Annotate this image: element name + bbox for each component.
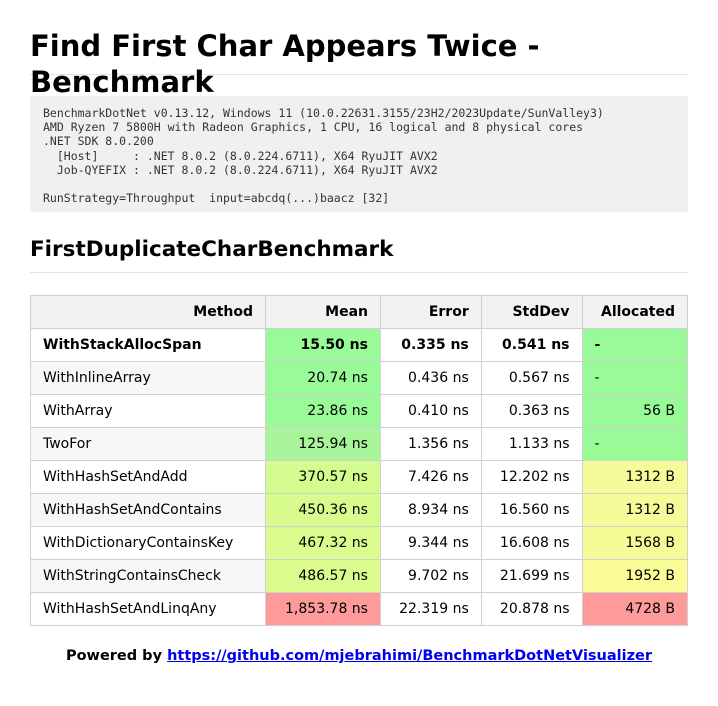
cell-mean: 486.57 ns: [265, 559, 381, 593]
cell-method: WithArray: [30, 394, 266, 428]
cell-stddev: 1.133 ns: [480, 427, 583, 461]
table-row: WithHashSetAndAdd 370.57 ns 7.426 ns 12.202…: [30, 460, 689, 494]
cell-allocated: 1952 B: [581, 559, 689, 593]
cell-error: 8.934 ns: [379, 493, 482, 527]
environment-info: BenchmarkDotNet v0.13.12, Windows 11 (10…: [30, 96, 688, 212]
cell-method: TwoFor: [30, 427, 266, 461]
cell-method: WithStackAllocSpan: [30, 328, 266, 362]
cell-error: 22.319 ns: [379, 592, 482, 626]
cell-error: 9.344 ns: [379, 526, 482, 560]
cell-stddev: 12.202 ns: [480, 460, 583, 494]
table-row: WithHashSetAndLinqAny 1,853.78 ns 22.319 n…: [30, 592, 689, 626]
table-row: WithArray 23.86 ns 0.410 ns 0.363 ns 56 B: [30, 394, 689, 428]
cell-stddev: 21.699 ns: [480, 559, 583, 593]
header-method: Method: [30, 295, 266, 329]
cell-error: 0.436 ns: [379, 361, 482, 395]
cell-mean: 467.32 ns: [265, 526, 381, 560]
table-body: WithStackAllocSpan 15.50 ns 0.335 ns 0.541 …: [30, 328, 689, 626]
cell-mean: 23.86 ns: [265, 394, 381, 428]
cell-method: WithDictionaryContainsKey: [30, 526, 266, 560]
environment-line: [43, 177, 675, 191]
header-allocated: Allocated: [581, 295, 689, 329]
cell-mean: 125.94 ns: [265, 427, 381, 461]
cell-stddev: 20.878 ns: [480, 592, 583, 626]
cell-stddev: 16.608 ns: [480, 526, 583, 560]
cell-error: 0.410 ns: [379, 394, 482, 428]
cell-error: 1.356 ns: [379, 427, 482, 461]
table-row: WithHashSetAndContains 450.36 ns 8.934 ns 1…: [30, 493, 689, 527]
header-stddev: StdDev: [480, 295, 583, 329]
benchmark-table: Method Mean Error StdDev Allocated WithS…: [30, 295, 689, 626]
cell-stddev: 0.567 ns: [480, 361, 583, 395]
cell-stddev: 0.363 ns: [480, 394, 583, 428]
cell-method: WithHashSetAndAdd: [30, 460, 266, 494]
cell-method: WithHashSetAndContains: [30, 493, 266, 527]
environment-line: AMD Ryzen 7 5800H with Radeon Graphics, …: [43, 120, 584, 135]
environment-line: Job-QYEFIX : .NET 8.0.2 (8.0.224.6711), …: [43, 162, 438, 177]
table-row: WithInlineArray 20.74 ns 0.436 ns 0.567 ns -: [30, 361, 689, 395]
cell-allocated: 4728 B: [581, 592, 689, 626]
environment-line: RunStrategy=Throughput input=abcdq(...)b…: [43, 191, 390, 206]
cell-mean: 370.57 ns: [265, 460, 381, 494]
cell-mean: 15.50 ns: [265, 328, 381, 362]
cell-allocated: 1568 B: [581, 526, 689, 560]
cell-error: 0.335 ns: [379, 328, 482, 362]
footer: Powered by https://github.com/mjebrahimi…: [30, 648, 688, 664]
environment-line: .NET SDK 8.0.200: [43, 134, 154, 149]
cell-stddev: 16.560 ns: [480, 493, 583, 527]
cell-allocated: 1312 B: [581, 493, 689, 527]
section-title: FirstDuplicateCharBenchmark: [30, 237, 688, 273]
cell-mean: 20.74 ns: [265, 361, 381, 395]
cell-allocated: -: [581, 361, 689, 395]
cell-method: WithInlineArray: [30, 361, 266, 395]
cell-method: WithHashSetAndLinqAny: [30, 592, 266, 626]
page-title: Find First Char Appears Twice - Benchmar…: [30, 0, 688, 99]
github-link[interactable]: https://github.com/mjebrahimi/BenchmarkD…: [167, 648, 653, 664]
cell-allocated: -: [581, 328, 689, 362]
table-row: WithStringContainsCheck 486.57 ns 9.702 ns…: [30, 559, 689, 593]
header-mean: Mean: [265, 295, 381, 329]
cell-allocated: 1312 B: [581, 460, 689, 494]
cell-error: 7.426 ns: [379, 460, 482, 494]
cell-allocated: 56 B: [581, 394, 689, 428]
table-row: WithDictionaryContainsKey 467.32 ns 9.344 …: [30, 526, 689, 560]
table-row: TwoFor 125.94 ns 1.356 ns 1.133 ns -: [30, 427, 689, 461]
header-error: Error: [379, 295, 482, 329]
page: Find First Char Appears Twice - Benchmar…: [30, 0, 689, 664]
cell-mean: 450.36 ns: [265, 493, 381, 527]
footer-prefix: Powered by: [65, 648, 168, 664]
cell-mean: 1,853.78 ns: [265, 592, 381, 626]
cell-method: WithStringContainsCheck: [30, 559, 266, 593]
cell-allocated: -: [581, 427, 689, 461]
table-row: WithStackAllocSpan 15.50 ns 0.335 ns 0.541 …: [30, 328, 689, 362]
environment-line: [Host] : .NET 8.0.2 (8.0.224.6711), X64 …: [43, 148, 438, 163]
environment-line: BenchmarkDotNet v0.13.12, Windows 11 (10…: [43, 106, 604, 120]
table-header-row: Method Mean Error StdDev Allocated: [30, 295, 689, 329]
cell-error: 9.702 ns: [379, 559, 482, 593]
cell-stddev: 0.541 ns: [480, 328, 583, 362]
